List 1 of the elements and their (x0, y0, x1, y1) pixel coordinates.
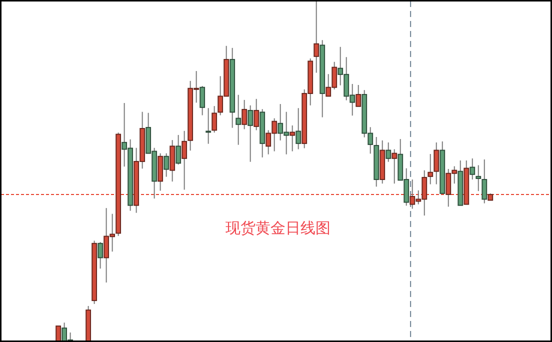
annotation: 现货黄金日线图 (226, 219, 330, 237)
